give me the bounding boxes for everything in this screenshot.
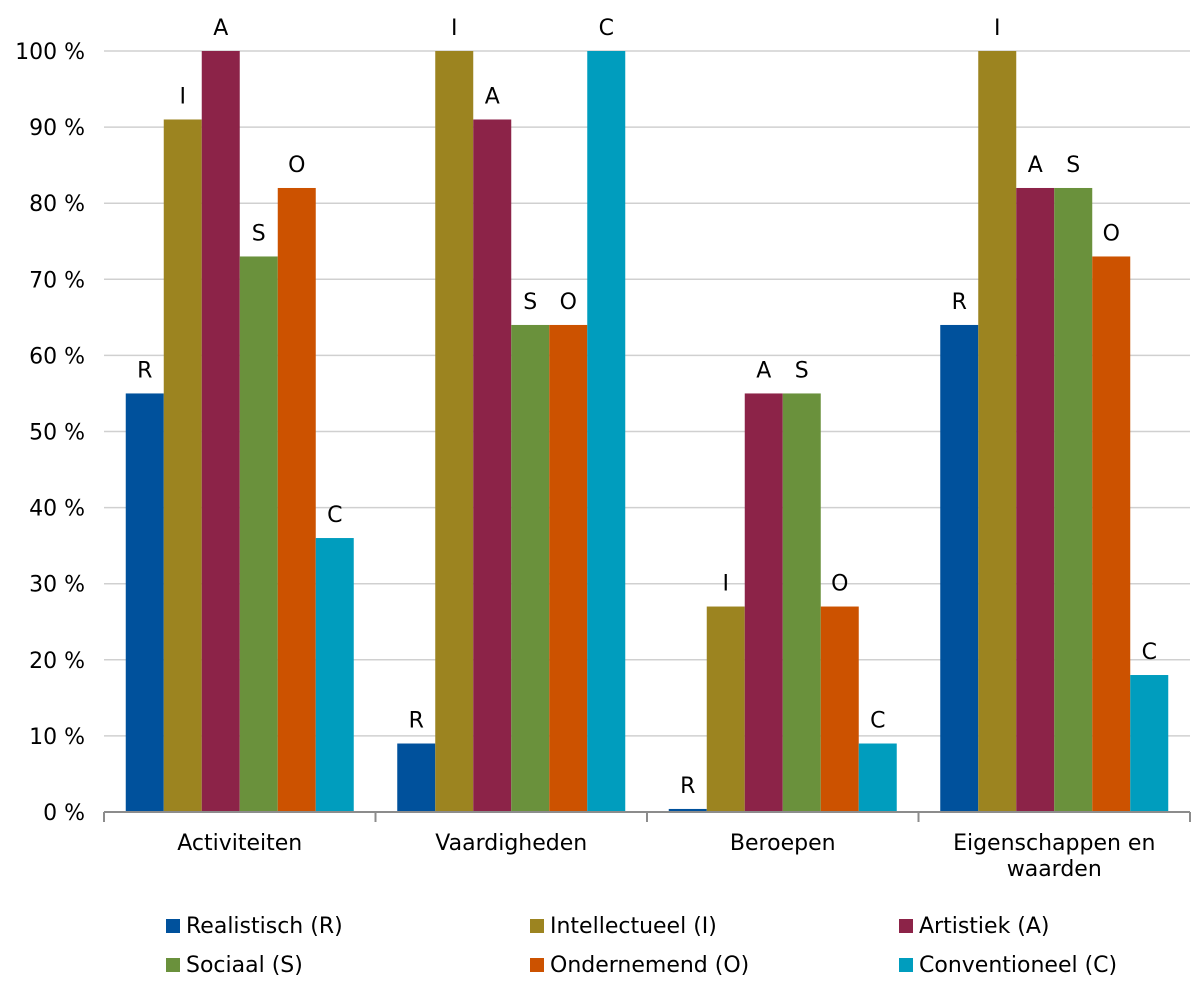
bar-c [315,538,354,812]
data-label-s: S [252,221,266,246]
data-label-c: C [870,709,885,734]
y-tick-label: 60 % [29,344,85,369]
y-axis: 0 % 10 % 20 % 30 % 40 % 50 % 60 % 70 % 80 % 90 % 1… [15,40,85,826]
legend-label-i: Intellectueel (I) [550,914,717,939]
data-label-i: I [451,16,458,41]
bar-s [782,393,821,812]
data-label-s: S [523,290,537,315]
bar-c [1130,675,1169,812]
bar-o [820,606,859,812]
legend-swatch-r [166,919,180,933]
legend-label-r: Realistisch (R) [186,914,343,939]
y-tick-label: 40 % [29,497,85,522]
data-label-r: R [952,290,967,315]
legend-swatch-c [899,958,913,972]
bar-o [549,324,588,812]
bar-i [706,606,745,812]
data-label-a: A [485,84,500,109]
bar-a [473,119,512,813]
category-label: Eigenschappen en [953,831,1155,856]
legend-label-s: Sociaal (S) [186,953,303,978]
category-label: Vaardigheden [435,831,587,856]
data-label-c: C [599,16,614,41]
legend: Realistisch (R) Intellectueel (I) Artistie… [166,914,1117,978]
data-label-o: O [288,153,305,178]
legend-swatch-i [530,919,544,933]
bar-r [940,324,979,812]
y-tick-label: 100 % [15,40,85,65]
bar-i [978,51,1017,812]
y-tick-label: 0 % [43,801,85,826]
bars [125,51,1169,813]
data-label-i: I [994,16,1001,41]
data-label-c: C [327,503,342,528]
bar-c [587,51,626,812]
legend-swatch-o [530,958,544,972]
y-tick-label: 50 % [29,421,85,446]
data-label-c: C [1142,640,1157,665]
data-label-a: A [756,358,771,383]
y-tick-label: 20 % [29,649,85,674]
bar-s [1054,187,1093,813]
bar-r [397,743,436,812]
bar-c [858,743,897,812]
bar-r [125,393,164,812]
y-tick-label: 80 % [29,192,85,217]
bar-i [435,51,474,812]
data-label-r: R [137,358,152,383]
data-label-r: R [409,709,424,734]
bar-o [1092,256,1131,813]
bar-o [277,187,316,813]
bar-a [1016,187,1055,813]
y-tick-label: 70 % [29,268,85,293]
y-tick-label: 90 % [29,116,85,141]
legend-label-o: Ondernemend (O) [550,953,749,978]
data-label-o: O [831,572,848,597]
category-label: Activiteiten [177,831,302,856]
y-tick-label: 30 % [29,573,85,598]
legend-label-c: Conventioneel (C) [919,953,1117,978]
data-label-r: R [680,774,695,799]
bar-a [744,393,783,812]
category-label: Beroepen [730,831,836,856]
data-label-o: O [1103,221,1120,246]
bar-a [201,51,240,812]
data-label-a: A [1028,153,1043,178]
x-axis: Activiteiten Vaardigheden Beroepen Eigensch… [103,811,1191,882]
y-tick-label: 10 % [29,725,85,750]
legend-swatch-a [899,919,913,933]
data-label-i: I [723,572,730,597]
legend-label-a: Artistiek (A) [919,914,1050,939]
data-label-s: S [795,358,809,383]
data-label-i: I [180,84,187,109]
data-label-o: O [560,290,577,315]
data-label-s: S [1066,153,1080,178]
bar-i [163,119,202,813]
data-label-a: A [213,16,228,41]
legend-swatch-s [166,958,180,972]
category-label: waarden [1007,857,1102,882]
bar-r [668,808,707,812]
bar-s [239,256,278,813]
bar-s [511,324,550,812]
